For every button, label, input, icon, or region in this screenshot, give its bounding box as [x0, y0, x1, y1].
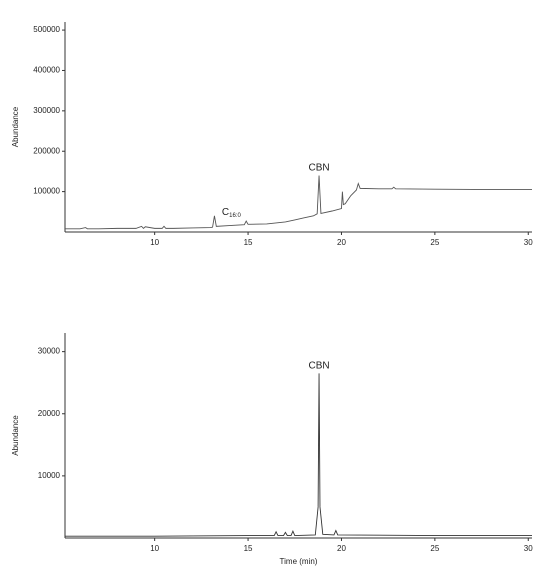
y-tick-label: 20000 [38, 409, 61, 418]
x-tick-label: 10 [150, 238, 159, 247]
y-tick-label: 10000 [38, 471, 61, 480]
x-tick-label: 20 [337, 544, 346, 553]
x-tick-label: 30 [524, 544, 533, 553]
x-tick-label: 25 [430, 544, 439, 553]
x-tick-label: 30 [524, 238, 533, 247]
y-axis-label: Abundance [11, 415, 20, 456]
x-tick-label: 15 [244, 238, 253, 247]
x-tick-label: 20 [337, 238, 346, 247]
y-tick-label: 30000 [38, 347, 61, 356]
annotation: C16:0 [222, 207, 242, 219]
y-tick-label: 200000 [33, 146, 60, 155]
y-tick-label: 400000 [33, 66, 60, 75]
series-line [65, 373, 532, 537]
annotation: CBN [308, 360, 329, 371]
annotation: CBN [308, 162, 329, 173]
annotation-text: CBN [308, 360, 329, 371]
y-tick-label: 500000 [33, 25, 60, 34]
x-axis-label: Time (min) [280, 557, 318, 566]
y-tick-label: 300000 [33, 106, 60, 115]
x-tick-label: 10 [150, 544, 159, 553]
y-tick-label: 100000 [33, 187, 60, 196]
annotation-text: C [222, 207, 229, 218]
x-tick-label: 25 [430, 238, 439, 247]
annotation-subscript: 16:0 [229, 212, 241, 218]
x-tick-label: 15 [244, 544, 253, 553]
series-line [65, 175, 532, 230]
y-axis-label: Abundance [11, 106, 20, 147]
annotation-text: CBN [308, 162, 329, 173]
